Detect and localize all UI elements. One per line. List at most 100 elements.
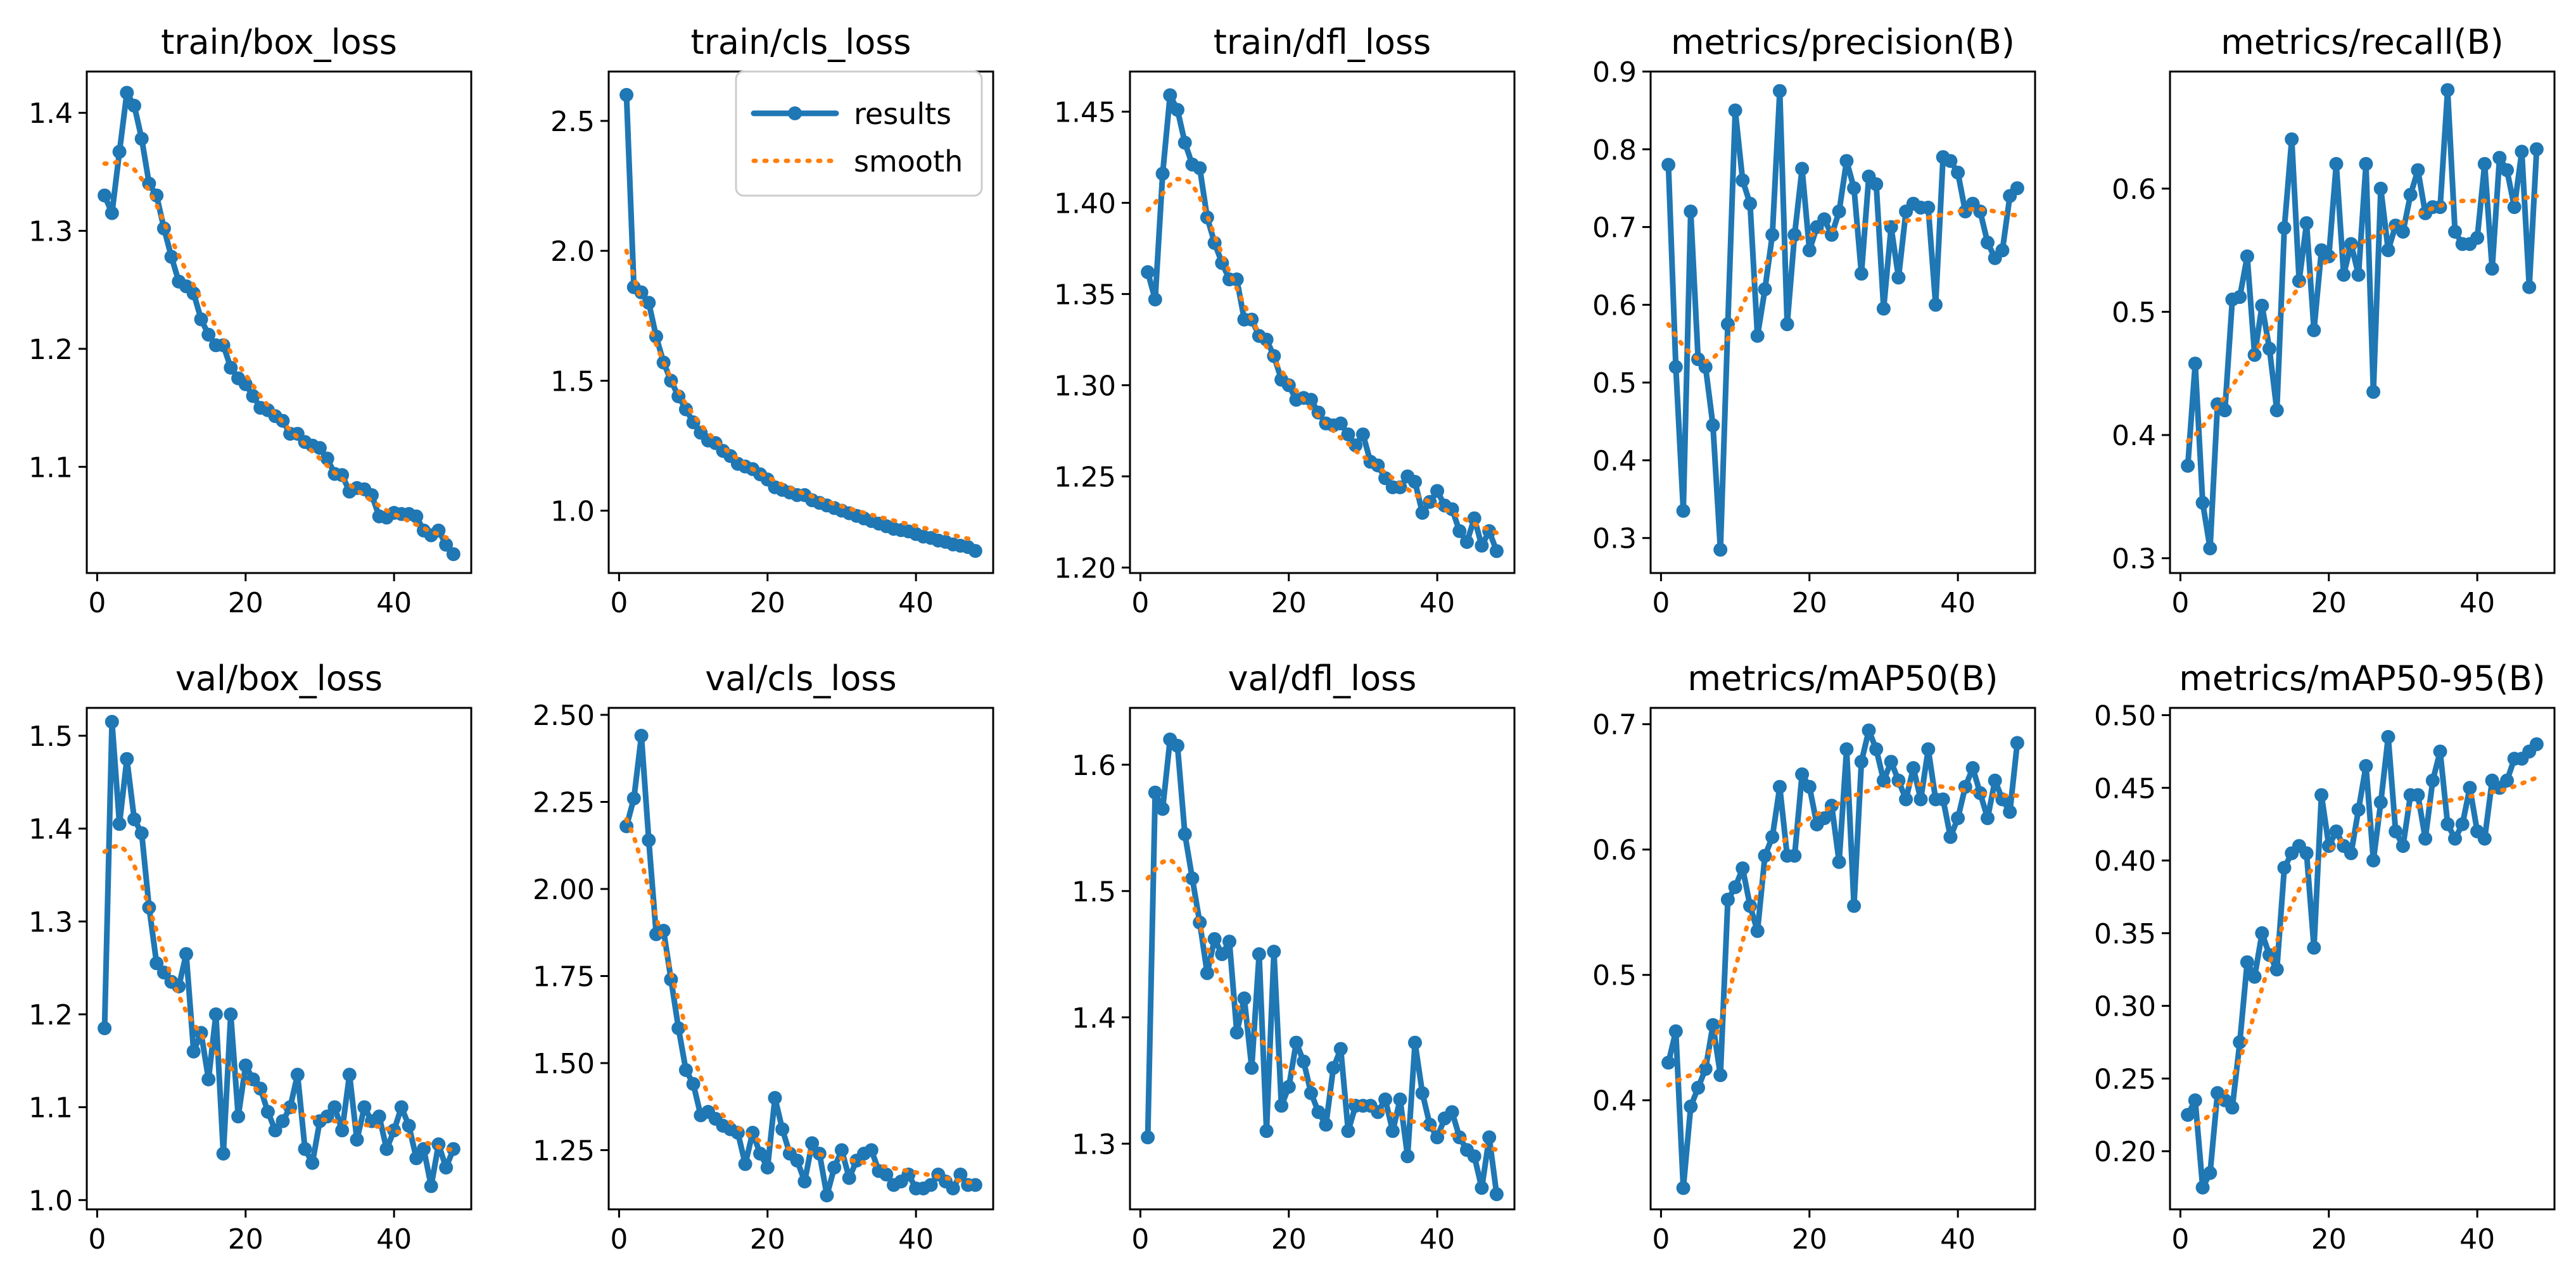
results-point xyxy=(1393,1092,1407,1107)
legend-results-label: results xyxy=(854,97,951,131)
results-point xyxy=(1921,200,1936,215)
results-point xyxy=(1913,792,1928,807)
y-tick-label: 1.50 xyxy=(533,1048,595,1080)
legend-frame xyxy=(735,70,983,197)
results-point xyxy=(2188,356,2202,371)
results-point xyxy=(2277,860,2292,875)
results-point xyxy=(431,1137,446,1152)
chart-title: metrics/mAP50-95(B) xyxy=(2179,658,2545,698)
results-point xyxy=(134,826,149,840)
y-tick-label: 0.30 xyxy=(2094,991,2156,1023)
x-tick-label: 20 xyxy=(2311,587,2347,619)
results-point xyxy=(2344,846,2358,860)
results-point xyxy=(1698,1062,1713,1076)
results-point xyxy=(1155,802,1170,816)
y-tick-label: 0.20 xyxy=(2094,1136,2156,1168)
y-tick-label: 1.4 xyxy=(29,98,73,130)
results-point xyxy=(1148,785,1162,800)
results-point xyxy=(678,1063,693,1077)
results-point xyxy=(1676,503,1691,518)
results-point xyxy=(238,1058,253,1073)
results-point xyxy=(2455,817,2470,831)
results-point xyxy=(1758,282,1772,296)
results-point xyxy=(1772,779,1787,794)
results-point xyxy=(879,1168,894,1181)
results-point xyxy=(298,1142,312,1156)
results-point xyxy=(2381,243,2395,258)
results-point xyxy=(2395,839,2410,854)
y-tick-label: 1.35 xyxy=(1054,279,1116,311)
axes-frame xyxy=(607,707,994,1211)
results-point xyxy=(1684,1099,1698,1114)
results-point xyxy=(1743,898,1757,913)
results-point xyxy=(2359,156,2373,171)
results-point xyxy=(1200,966,1214,980)
results-point xyxy=(2225,1100,2240,1115)
results-point xyxy=(2351,268,2366,282)
x-tick-label: 20 xyxy=(1792,1223,1827,1256)
y-tick-label: 2.50 xyxy=(533,700,595,732)
results-point xyxy=(2329,824,2344,839)
results-point xyxy=(1274,1099,1289,1113)
results-point xyxy=(1430,484,1445,498)
smooth-line xyxy=(1666,206,2020,364)
results-point xyxy=(112,144,127,159)
results-point xyxy=(1171,103,1184,117)
y-tick-label: 0.7 xyxy=(1592,212,1637,244)
results-point xyxy=(134,132,149,146)
results-point xyxy=(2492,151,2507,165)
results-point xyxy=(2003,805,2017,819)
smooth-line xyxy=(2185,194,2539,444)
y-tick-label: 1.3 xyxy=(29,906,73,938)
results-point xyxy=(179,947,193,961)
results-point xyxy=(312,441,327,455)
results-point xyxy=(1869,177,1884,191)
results-point xyxy=(409,1151,424,1166)
y-tick-label: 0.7 xyxy=(1592,709,1637,741)
results-point xyxy=(2181,458,2195,473)
results-point xyxy=(1735,173,1750,187)
results-point xyxy=(372,1109,386,1124)
results-point xyxy=(1661,1055,1676,1070)
results-point xyxy=(1668,1024,1683,1038)
y-tick-label: 0.45 xyxy=(2094,772,2156,805)
results-point xyxy=(1297,1054,1311,1069)
results-point xyxy=(1832,855,1846,869)
y-tick-label: 0.3 xyxy=(2112,543,2156,576)
axes-frame xyxy=(1649,707,2036,1211)
results-point xyxy=(2529,142,2544,156)
results-point xyxy=(1430,1130,1445,1145)
y-tick-label: 1.30 xyxy=(1054,370,1116,402)
results-point xyxy=(2269,962,2284,977)
results-point xyxy=(1869,742,1884,757)
results-point xyxy=(1237,991,1252,1005)
results-point xyxy=(760,1161,775,1175)
chart-title: val/cls_loss xyxy=(705,658,896,698)
results-point xyxy=(834,1143,849,1157)
y-tick-label: 1.40 xyxy=(1054,187,1116,220)
axes-frame xyxy=(86,707,473,1211)
results-point xyxy=(357,1100,372,1114)
results-point xyxy=(2485,261,2499,276)
results-point xyxy=(1802,779,1817,794)
axes-frame xyxy=(1649,70,2036,574)
x-tick-label: 40 xyxy=(2459,1223,2495,1256)
results-point xyxy=(1229,1025,1244,1040)
smooth-line xyxy=(624,817,978,1186)
x-tick-label: 20 xyxy=(1271,1223,1307,1256)
results-point xyxy=(1787,848,1802,863)
results-point xyxy=(1489,544,1504,558)
results-point xyxy=(2247,969,2262,984)
results-point xyxy=(1765,227,1780,242)
results-point xyxy=(2329,156,2344,171)
results-point xyxy=(1177,135,1192,150)
x-tick-label: 20 xyxy=(228,1223,263,1256)
results-point xyxy=(1163,88,1177,103)
results-point xyxy=(246,389,260,403)
results-point xyxy=(2307,940,2321,955)
x-tick-label: 40 xyxy=(898,1223,934,1256)
results-point xyxy=(1728,880,1742,895)
results-point xyxy=(1289,1035,1304,1050)
chart-title: metrics/recall(B) xyxy=(2221,22,2503,62)
results-point xyxy=(1415,1086,1430,1100)
